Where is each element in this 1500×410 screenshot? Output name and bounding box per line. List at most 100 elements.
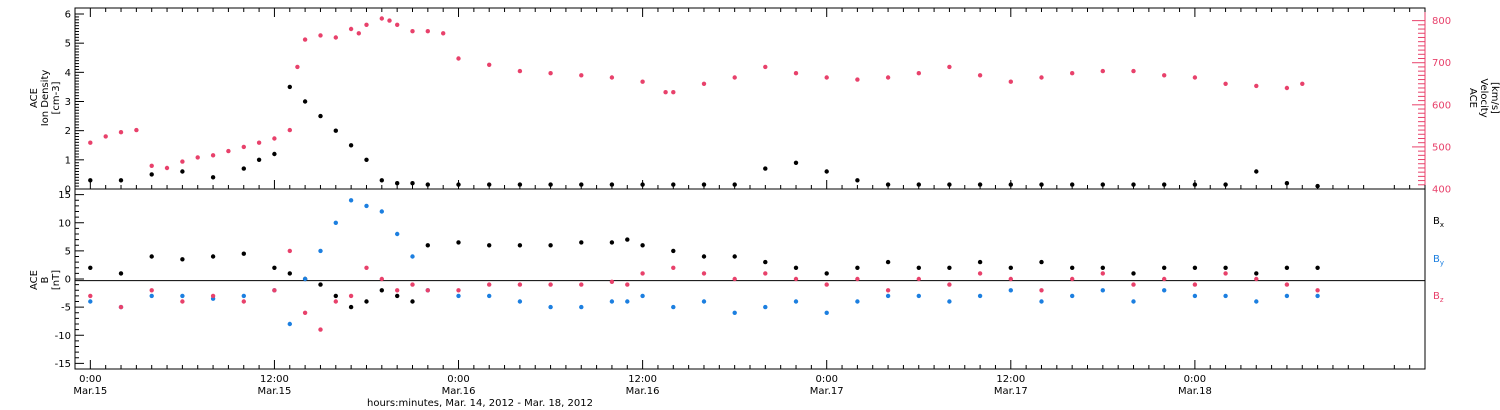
point-bx bbox=[1039, 259, 1044, 265]
point-bz bbox=[425, 288, 430, 293]
point-ion-density bbox=[241, 166, 246, 171]
point-ion-density bbox=[517, 182, 523, 187]
point-ion-density bbox=[1162, 182, 1167, 187]
point-by bbox=[977, 293, 983, 299]
point-velocity bbox=[210, 153, 216, 158]
point-velocity bbox=[701, 81, 707, 87]
point-velocity bbox=[379, 16, 384, 21]
point-bx bbox=[732, 254, 737, 259]
point-velocity bbox=[916, 71, 921, 76]
point-velocity bbox=[1300, 81, 1305, 87]
point-by bbox=[1100, 288, 1106, 293]
point-bx bbox=[487, 243, 492, 248]
bottom-ylabel-line1: ACE bbox=[29, 270, 40, 290]
top-right-tick-label: 700 bbox=[1432, 58, 1451, 69]
point-bx bbox=[671, 248, 676, 254]
point-bz bbox=[1131, 282, 1136, 287]
point-velocity bbox=[663, 90, 668, 95]
point-bz bbox=[1284, 282, 1290, 287]
point-velocity bbox=[226, 148, 231, 154]
point-bx bbox=[118, 271, 124, 276]
point-bx bbox=[1131, 271, 1136, 276]
point-bx bbox=[180, 257, 185, 262]
point-bx bbox=[701, 254, 707, 259]
x-axis: 0:00Mar.1512:00Mar.150:00Mar.1612:00Mar.… bbox=[73, 8, 1426, 397]
point-ion-density bbox=[149, 172, 154, 177]
point-by bbox=[88, 299, 93, 304]
point-ion-density bbox=[395, 181, 400, 186]
point-by bbox=[1162, 288, 1167, 293]
point-bx bbox=[1192, 265, 1198, 270]
point-bz bbox=[272, 288, 277, 293]
point-velocity bbox=[149, 163, 154, 168]
point-bx bbox=[824, 271, 829, 276]
point-velocity bbox=[318, 33, 323, 38]
point-velocity bbox=[732, 75, 737, 80]
point-by bbox=[548, 304, 553, 310]
point-bx bbox=[916, 265, 921, 270]
x-tick-date: Mar.15 bbox=[73, 386, 107, 397]
point-velocity bbox=[441, 31, 446, 36]
point-velocity bbox=[456, 56, 461, 61]
point-velocity bbox=[1223, 81, 1228, 87]
x-tick-date: Mar.18 bbox=[1178, 386, 1212, 397]
point-velocity bbox=[1131, 68, 1136, 74]
bottom-left-tick-label: -15 bbox=[55, 359, 71, 370]
top-right-ylabel-line2: Velocity bbox=[1478, 78, 1489, 117]
point-by bbox=[763, 304, 768, 310]
point-by bbox=[609, 299, 615, 304]
point-ion-density bbox=[548, 182, 553, 187]
point-velocity bbox=[885, 75, 891, 80]
x-tick-date: Mar.16 bbox=[626, 386, 660, 397]
top-right-tick-label: 500 bbox=[1432, 142, 1451, 153]
point-bz bbox=[302, 310, 308, 315]
point-bz bbox=[824, 282, 829, 287]
point-bz bbox=[1008, 276, 1013, 282]
point-bz bbox=[88, 293, 93, 299]
point-bz bbox=[609, 279, 615, 284]
top-left-ylabel-line2: Ion Density bbox=[40, 70, 51, 127]
point-bz bbox=[333, 299, 338, 304]
point-bz bbox=[487, 282, 492, 287]
point-velocity bbox=[425, 29, 430, 34]
x-tick-time: 0:00 bbox=[79, 374, 101, 385]
point-by bbox=[1315, 293, 1320, 299]
point-by bbox=[456, 293, 461, 299]
point-ion-density bbox=[487, 182, 492, 187]
point-velocity bbox=[287, 127, 292, 133]
point-by bbox=[1039, 299, 1044, 304]
point-velocity bbox=[1284, 85, 1290, 91]
point-bx bbox=[348, 304, 354, 310]
point-by bbox=[1008, 288, 1013, 293]
top-panel-frame bbox=[74, 7, 1426, 190]
bottom-panel: -15 -10 -5 0 5 10 15 ACE B [nT] Bx By Bz bbox=[29, 188, 1444, 370]
point-velocity bbox=[947, 64, 952, 70]
top-left-tick-label: 1 bbox=[65, 155, 71, 166]
bottom-left-tick-label: 0 bbox=[65, 275, 71, 286]
point-velocity bbox=[333, 35, 338, 40]
point-ion-density bbox=[302, 99, 308, 104]
point-by bbox=[625, 299, 630, 304]
point-bz bbox=[287, 248, 292, 254]
point-bx bbox=[241, 251, 246, 256]
point-ion-density bbox=[1254, 169, 1259, 174]
point-ion-density bbox=[1223, 182, 1228, 187]
point-ion-density bbox=[947, 182, 952, 187]
point-bx bbox=[1315, 265, 1320, 270]
point-bx bbox=[1008, 265, 1013, 270]
point-by bbox=[333, 220, 338, 225]
point-bz bbox=[793, 276, 799, 282]
point-velocity bbox=[103, 134, 108, 139]
point-velocity bbox=[118, 130, 124, 135]
bottom-left-tick-label: 5 bbox=[65, 246, 71, 257]
point-bz bbox=[149, 288, 154, 293]
point-velocity bbox=[1100, 68, 1106, 74]
point-velocity bbox=[855, 77, 860, 82]
point-bz bbox=[1039, 288, 1044, 293]
point-bz bbox=[885, 288, 891, 293]
point-ion-density bbox=[671, 182, 676, 187]
point-bz bbox=[947, 282, 952, 287]
point-bz bbox=[1162, 276, 1167, 282]
bottom-left-tick-label: -10 bbox=[55, 331, 71, 342]
point-by bbox=[885, 293, 891, 299]
